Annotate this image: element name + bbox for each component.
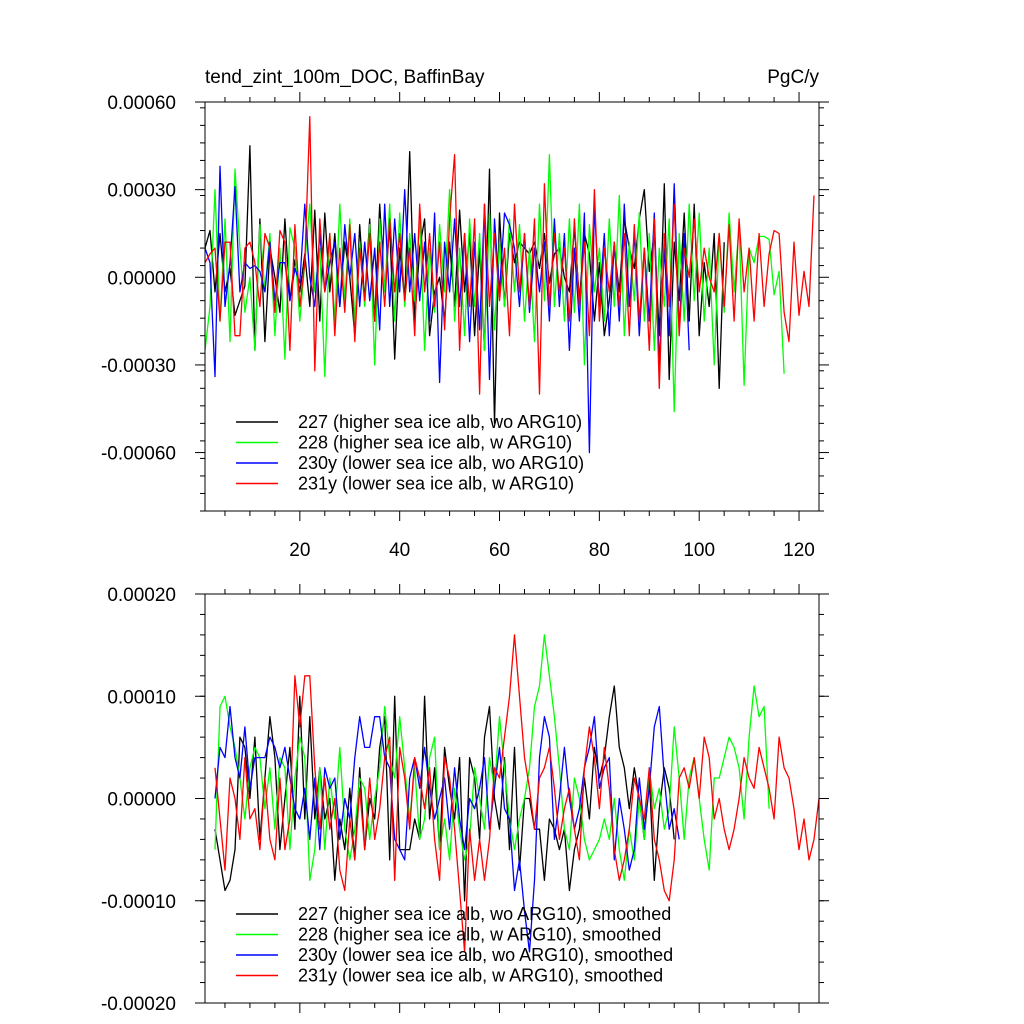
legend-label-3: 231y (lower sea ice alb, w ARG10) [298,474,574,494]
top-series-group [204,115,815,454]
x-tick-label: 40 [389,540,410,561]
x-tick-label: 20 [289,540,310,561]
x-tick-label: 80 [589,540,610,561]
legend-label-0: 227 (higher sea ice alb, wo ARG10), smoo… [298,904,671,924]
top-plot-frame [204,101,820,512]
legend-label-2: 230y (lower sea ice alb, wo ARG10), smoo… [298,945,673,965]
bottom-chart-panel: 0.00020 0.00010 0.00000 -0.00010 -0.00020 22… [101,584,829,1015]
bottom-legend: 227 (higher sea ice alb, wo ARG10), smoo… [236,904,673,986]
y-tick-label: -0.00010 [101,892,176,913]
bottom-axis-ticks: 0.00020 0.00010 0.00000 -0.00010 -0.00020 [101,584,829,1015]
series-line-3 [214,634,820,953]
top-axis-ticks: 0.00060 0.00030 0.00000 -0.00030 -0.00060 20 4… [101,92,829,561]
legend-label-1: 228 (higher sea ice alb, w ARG10), smoot… [298,925,661,945]
chart-title: tend_zint_100m_DOC, BaffinBay [205,67,485,88]
chart-units: PgC/y [767,67,819,88]
y-tick-label: 0.00010 [107,687,176,708]
series-line-3 [204,115,815,395]
x-tick-label: 100 [683,540,715,561]
x-tick-label: 120 [783,540,815,561]
y-tick-label: -0.00020 [101,994,176,1015]
y-tick-label: 0.00000 [107,790,176,811]
y-tick-label: 0.00020 [107,585,176,606]
y-tick-label: 0.00030 [107,181,176,202]
legend-label-0: 227 (higher sea ice alb, wo ARG10) [298,412,582,432]
legend-label-3: 231y (lower sea ice alb, w ARG10), smoot… [298,966,663,986]
bottom-series-group [214,634,820,953]
top-legend: 227 (higher sea ice alb, wo ARG10)228 (h… [236,412,584,494]
legend-label-2: 230y (lower sea ice alb, wo ARG10) [298,453,584,473]
y-tick-label: 0.00060 [107,93,176,114]
top-chart-panel: tend_zint_100m_DOC, BaffinBay PgC/y 0.00… [101,67,829,561]
y-tick-label: -0.00030 [101,356,176,377]
series-line-1 [204,153,785,413]
legend-label-1: 228 (higher sea ice alb, w ARG10) [298,433,572,453]
y-tick-label: 0.00000 [107,268,176,289]
y-tick-label: -0.00060 [101,444,176,465]
x-tick-label: 60 [489,540,510,561]
